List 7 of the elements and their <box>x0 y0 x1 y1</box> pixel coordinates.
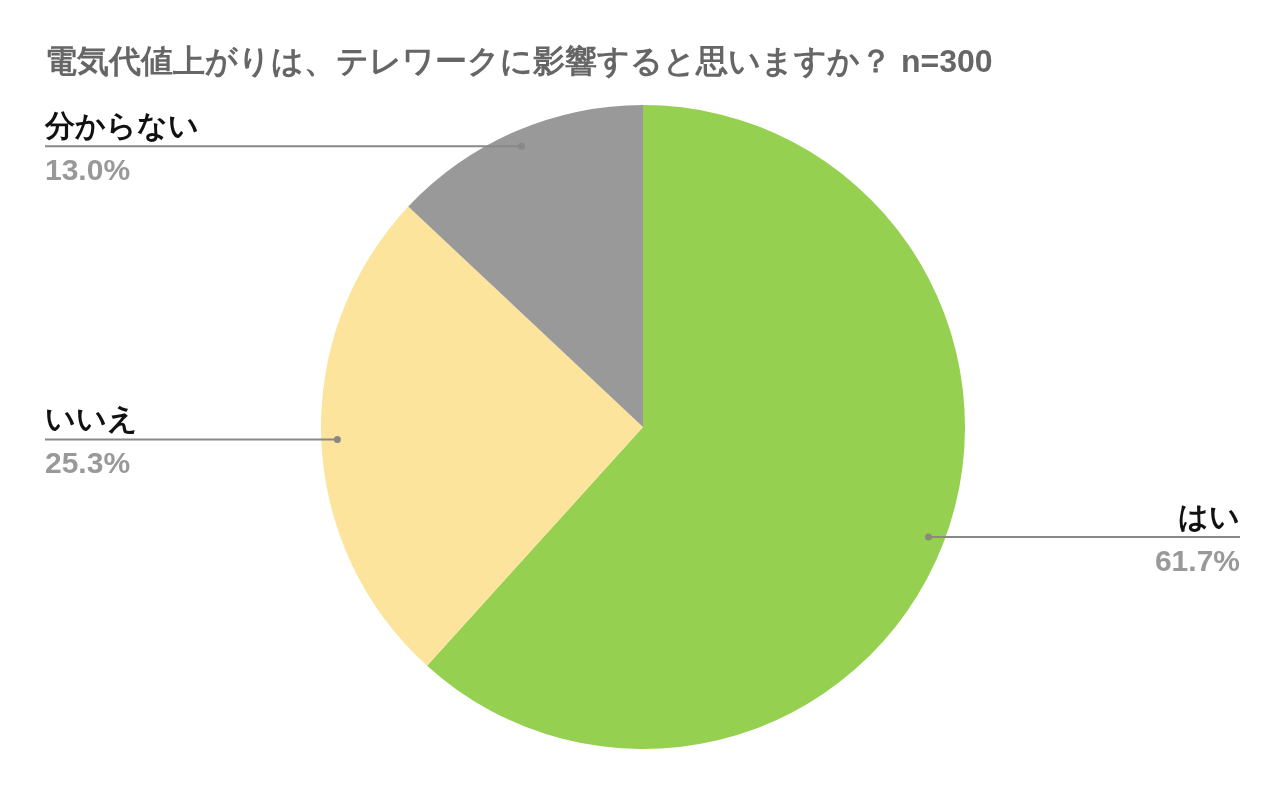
data-label: 61.7% <box>1154 543 1240 577</box>
slice-label: はい <box>1178 499 1240 533</box>
slice-label: いいえ <box>45 402 138 436</box>
data-label: 25.3% <box>45 446 131 480</box>
chart-title: 電気代値上がりは、テレワークに影響すると思いますか？ n=300 <box>45 43 993 79</box>
data-label: 13.0% <box>45 153 131 187</box>
slice-label: 分からない <box>44 109 199 143</box>
